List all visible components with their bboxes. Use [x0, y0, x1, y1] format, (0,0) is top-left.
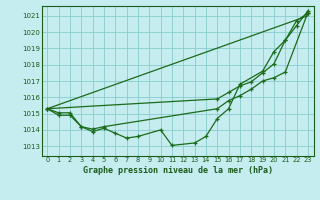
X-axis label: Graphe pression niveau de la mer (hPa): Graphe pression niveau de la mer (hPa) [83, 166, 273, 175]
